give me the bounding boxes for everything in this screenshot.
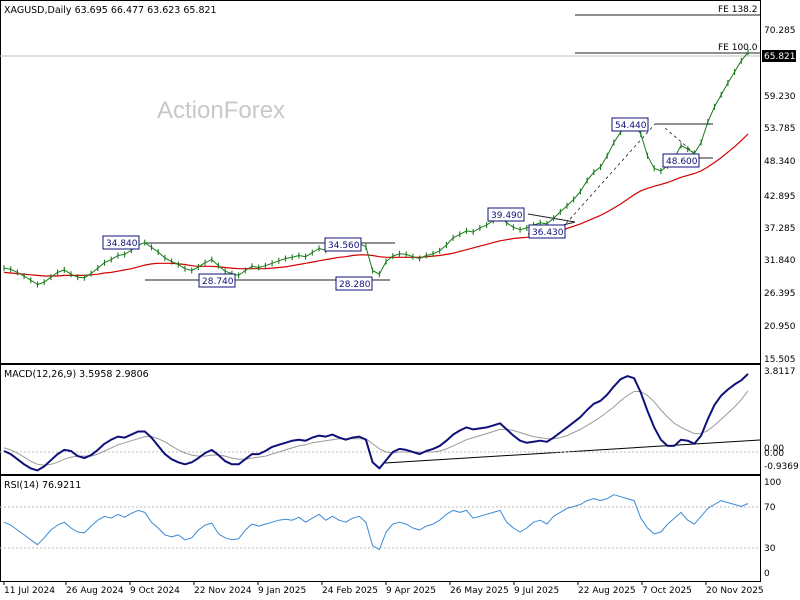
- price-annotation-box: [102, 235, 140, 250]
- triangle-top-line: [527, 213, 576, 223]
- price-y-tick: 59.230: [764, 92, 796, 102]
- price-y-tick: 48.340: [764, 157, 796, 167]
- macd-tick-zero-2: 0.00: [764, 449, 784, 459]
- series-layer: [3, 49, 749, 551]
- x-tick-label: 9 Jan 2025: [258, 586, 306, 596]
- price-annotation-label: 39.490: [491, 211, 523, 221]
- price-annotation-label: 34.840: [106, 239, 138, 249]
- price-panel-frame: [0, 0, 761, 364]
- rsi-tick-70: 70: [764, 503, 776, 513]
- price-y-tick: 70.285: [764, 26, 796, 36]
- last-price-badge: [762, 50, 796, 62]
- price-y-tick: 20.950: [764, 322, 796, 332]
- macd-tick-bottom: -0.9369: [764, 462, 799, 472]
- price-annotation-label: 34.560: [328, 241, 360, 251]
- price-annotation-label: 36.430: [532, 228, 564, 238]
- rsi-tick-30: 30: [764, 544, 776, 554]
- rsi-tick-100: 100: [764, 478, 781, 488]
- price-annotation-box: [611, 117, 649, 132]
- price-y-tick: 31.840: [764, 256, 796, 266]
- price-y-tick: 37.285: [764, 224, 796, 234]
- price-annotation-label: 28.740: [202, 277, 234, 287]
- x-tick-label: 9 Jul 2025: [514, 586, 559, 596]
- rsi-panel-frame: [0, 475, 761, 582]
- macd-panel-frame: [0, 364, 761, 475]
- x-tick-label: 26 May 2025: [450, 586, 509, 596]
- rsi-title: RSI(14) 76.9211: [4, 480, 81, 491]
- macd-tick-zero-1: 0.00: [764, 444, 784, 454]
- price-annotation-box: [662, 153, 700, 168]
- macd-tick-top: 3.8117: [764, 367, 796, 377]
- x-tick-label: 11 Jul 2024: [4, 586, 55, 596]
- x-tick-label: 7 Oct 2025: [642, 586, 692, 596]
- macd-title: MACD(12,26,9) 3.5958 2.9806: [4, 369, 149, 380]
- macd-signal-line: [3, 390, 749, 466]
- macd-line: [3, 373, 749, 472]
- x-tick-label: 22 Aug 2025: [578, 586, 636, 596]
- annotations-layer: 34.840 28.740 34.560 28.280 39.490 36.430 54.4…: [102, 117, 700, 291]
- x-tick-label: 26 Aug 2024: [66, 586, 124, 596]
- price-y-tick: 26.395: [764, 289, 796, 299]
- price-y-axis: 70.28564.84059.23053.78548.34042.89537.2…: [764, 26, 796, 365]
- watermark: ActionForex: [157, 97, 285, 124]
- x-tick-label: 9 Apr 2025: [386, 586, 436, 596]
- x-tick-label: 20 Nov 2025: [706, 586, 764, 596]
- x-tick-label: 24 Feb 2025: [322, 586, 378, 596]
- price-title: XAGUSD,Daily 63.695 66.477 63.623 65.821: [4, 5, 217, 16]
- x-tick-label: 9 Oct 2024: [130, 586, 180, 596]
- x-tick-label: 22 Nov 2024: [194, 586, 252, 596]
- price-y-tick: 53.785: [764, 124, 796, 134]
- fib-label-138: FE 138.2: [718, 5, 758, 15]
- price-annotation-box: [487, 207, 525, 222]
- price-y-tick: 15.505: [764, 355, 796, 365]
- moving-average-line: [3, 133, 749, 277]
- trend-dashed-line: [561, 123, 656, 229]
- fib-label-100: FE 100.0: [718, 43, 758, 53]
- price-line: [3, 51, 749, 285]
- last-price-label: 65.821: [764, 52, 796, 62]
- price-annotation-box: [198, 273, 236, 288]
- rsi-tick-0: 0: [764, 569, 770, 579]
- price-y-tick: 42.895: [764, 192, 796, 202]
- price-annotation-box: [335, 276, 373, 291]
- price-annotation-box: [324, 237, 362, 252]
- price-annotation-label: 48.600: [666, 157, 698, 167]
- x-axis: 11 Jul 2024 26 Aug 2024 9 Oct 2024 22 Nov 2…: [3, 581, 764, 596]
- price-annotation-box: [528, 224, 566, 239]
- price-annotation-label: 28.280: [339, 280, 371, 290]
- rsi-line: [3, 494, 749, 551]
- price-annotation-label: 54.440: [615, 121, 647, 131]
